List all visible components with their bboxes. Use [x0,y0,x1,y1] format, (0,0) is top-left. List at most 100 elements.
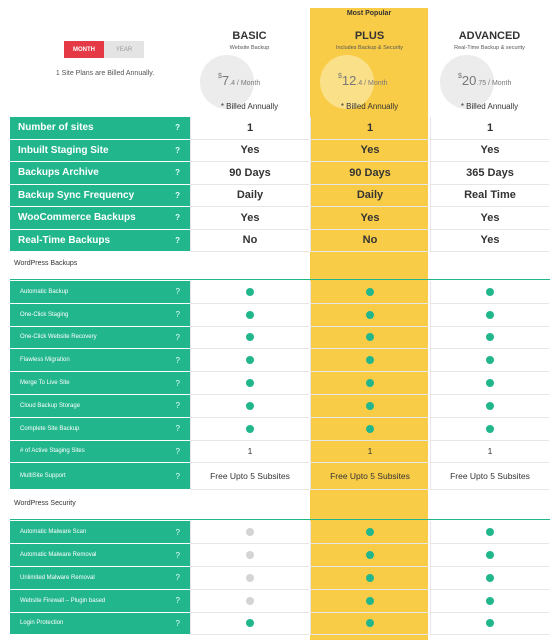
cell [310,521,429,545]
help-icon[interactable]: ? [175,378,180,388]
note: 1 Site Plans are Billed Annually. [55,70,155,77]
price: $12.4 / Month [320,73,410,88]
cell: Daily [310,184,429,207]
cell-text: Yes [240,211,260,224]
feature-text: Real-Time Backups [18,234,111,246]
help-icon[interactable]: ? [175,235,180,245]
cell-text: Free Upto 5 Subsites [330,471,410,482]
check-dot [366,287,374,296]
price-currency: $ [218,73,222,80]
cell-text: Yes [360,144,380,157]
feature-text: Backups Archive [18,167,99,179]
price-whole: 12 [341,73,357,88]
help-icon[interactable]: ? [175,168,180,178]
help-icon[interactable]: ? [175,287,180,297]
help-icon[interactable]: ? [175,527,180,537]
cell: Yes [310,139,429,162]
help-icon[interactable]: ? [175,446,180,456]
plan-name: PLUS [354,30,385,42]
check-dot [486,596,494,605]
help-icon[interactable]: ? [175,618,180,628]
cell: 1 [430,440,549,464]
feature-label: Cloud Backup Storage? [10,395,190,418]
feature-label: MultiSite Support? [10,463,190,491]
feature-label: Website Firewall – Plugin based? [10,589,190,613]
feature-text: Unlimited Malware Removal [20,574,95,581]
check-dot [366,379,374,388]
help-icon[interactable]: ? [175,310,180,320]
help-icon[interactable]: ? [175,123,180,133]
cell: No [190,229,309,252]
check-dot [366,596,374,605]
cell: Yes [190,139,309,162]
help-icon[interactable]: ? [175,401,180,411]
cell-text: 1 [487,446,493,457]
cell [190,544,309,567]
cell [190,417,309,441]
check-dot [486,424,494,433]
feature-text: Automatic Malware Removal [20,552,97,559]
cell-text: 1 [367,446,373,457]
cell-text: Real Time [464,189,516,202]
cell [310,349,429,373]
help-icon[interactable]: ? [175,424,180,434]
section-title: WordPress Backups [14,260,78,267]
feature-text: Number of sites [18,122,94,134]
feature-label: Flawless Migration? [10,349,190,373]
help-icon[interactable]: ? [175,596,180,606]
check-dot [486,356,494,365]
cell [190,612,309,636]
cell [310,395,429,418]
check-dot [246,619,254,628]
help-icon[interactable]: ? [175,355,180,365]
billing: * Billed Annually [220,102,279,111]
cell [430,372,549,395]
price-fraction: .4 / Month [356,80,388,87]
cross-dot [246,528,254,537]
help-icon[interactable]: ? [175,145,180,155]
cell: 1 [310,440,429,464]
cross-dot [246,551,254,560]
cell [430,326,549,350]
billing: * Billed Annually [340,102,399,111]
cell [310,589,429,613]
check-dot [486,310,494,319]
cell-text: 365 Days [466,166,514,179]
feature-label: Unlimited Malware Removal? [10,567,190,590]
section-rule [10,279,550,280]
price: $20.75 / Month [440,73,530,88]
toggle-month[interactable]: MONTH [64,41,104,58]
plan-subtitle: Website Backup [229,45,270,51]
help-icon[interactable]: ? [175,190,180,200]
cell [310,544,429,567]
help-icon[interactable]: ? [175,471,180,481]
help-icon[interactable]: ? [175,332,180,342]
cell [310,417,429,441]
cell [190,589,309,613]
price-circle [320,55,374,109]
cell: Real Time [430,184,549,207]
plan-subtitle: Real-Time Backup & security [454,45,525,51]
feature-text: Automatic Backup [20,288,69,295]
cell [430,567,549,590]
feature-text: Inbuilt Staging Site [18,144,109,156]
cell [190,521,309,545]
feature-label: Inbuilt Staging Site? [10,139,190,162]
cell [310,281,429,304]
cell [310,326,429,350]
check-dot [246,287,254,296]
help-icon[interactable]: ? [175,213,180,223]
cell-text: Daily [356,189,384,202]
cell-text: Yes [480,211,500,224]
feature-label: Login Protection? [10,612,190,636]
help-icon[interactable]: ? [175,550,180,560]
cell [310,372,429,395]
cell-text: Yes [240,144,260,157]
plan-name: ADVANCED [458,30,521,42]
cell-text: No [362,234,378,247]
help-icon[interactable]: ? [175,573,180,583]
price-fraction: .75 / Month [476,80,512,87]
toggle-year[interactable]: YEAR [104,41,144,58]
cell [430,395,549,418]
